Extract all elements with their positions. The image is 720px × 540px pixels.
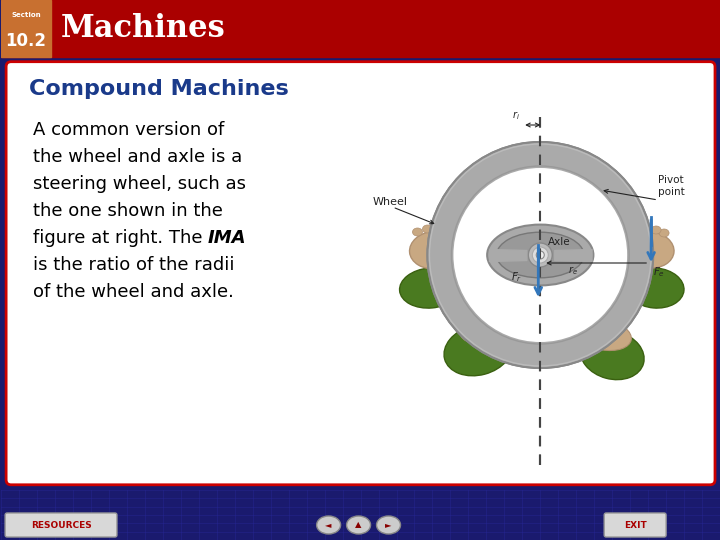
FancyBboxPatch shape [5, 513, 117, 537]
Ellipse shape [651, 226, 661, 234]
Text: ►: ► [385, 521, 392, 530]
Text: of the wheel and axle.: of the wheel and axle. [33, 283, 234, 301]
Ellipse shape [497, 232, 584, 278]
Text: IMA: IMA [208, 229, 246, 247]
Ellipse shape [400, 268, 462, 308]
Text: $r_i$: $r_i$ [513, 109, 521, 122]
Ellipse shape [580, 330, 644, 380]
Ellipse shape [442, 227, 452, 235]
Circle shape [528, 243, 552, 267]
Text: steering wheel, such as: steering wheel, such as [33, 175, 246, 193]
Text: Axle: Axle [548, 237, 571, 247]
Ellipse shape [659, 229, 669, 237]
Ellipse shape [377, 516, 400, 534]
Circle shape [532, 247, 548, 263]
Text: ◄: ◄ [325, 521, 332, 530]
Text: is the ratio of the radii: is the ratio of the radii [33, 256, 235, 274]
Circle shape [536, 251, 544, 259]
Ellipse shape [433, 225, 442, 233]
Text: Section: Section [12, 12, 41, 18]
FancyBboxPatch shape [6, 62, 715, 485]
Bar [385, 67, 705, 475]
Bar [1, 0, 51, 57]
Text: $F_r$: $F_r$ [511, 270, 522, 284]
Circle shape [528, 243, 552, 267]
Text: A common version of: A common version of [33, 121, 225, 139]
Text: $F_e$: $F_e$ [653, 265, 665, 279]
Text: Machines: Machines [61, 13, 226, 44]
Text: figure at right. The: figure at right. The [33, 229, 208, 247]
Ellipse shape [626, 232, 674, 268]
Circle shape [454, 168, 627, 342]
Text: 10.2: 10.2 [6, 32, 47, 50]
Ellipse shape [577, 320, 631, 350]
Text: Wheel: Wheel [372, 197, 408, 207]
Ellipse shape [346, 516, 371, 534]
FancyBboxPatch shape [604, 513, 666, 537]
Circle shape [454, 168, 627, 342]
Ellipse shape [631, 229, 641, 237]
Ellipse shape [487, 225, 593, 286]
Circle shape [532, 247, 548, 263]
Ellipse shape [497, 232, 584, 278]
Ellipse shape [317, 516, 341, 534]
Text: Compound Machines: Compound Machines [29, 79, 289, 99]
Text: Pivot
point: Pivot point [658, 176, 685, 197]
Ellipse shape [487, 225, 593, 286]
Ellipse shape [413, 228, 423, 236]
Ellipse shape [641, 226, 651, 234]
Text: EXIT: EXIT [624, 521, 647, 530]
Ellipse shape [444, 324, 513, 376]
Ellipse shape [626, 268, 684, 308]
Circle shape [428, 142, 653, 368]
Ellipse shape [423, 225, 433, 233]
Text: the one shown in the: the one shown in the [33, 202, 223, 220]
Ellipse shape [459, 312, 517, 345]
Text: $r_e$: $r_e$ [568, 264, 578, 277]
Text: ▲: ▲ [355, 521, 362, 530]
Bar [1, 0, 720, 57]
Text: RESOURCES: RESOURCES [31, 521, 91, 530]
Circle shape [428, 142, 653, 368]
Circle shape [536, 251, 544, 259]
Ellipse shape [410, 231, 462, 269]
Text: the wheel and axle is a: the wheel and axle is a [33, 148, 243, 166]
